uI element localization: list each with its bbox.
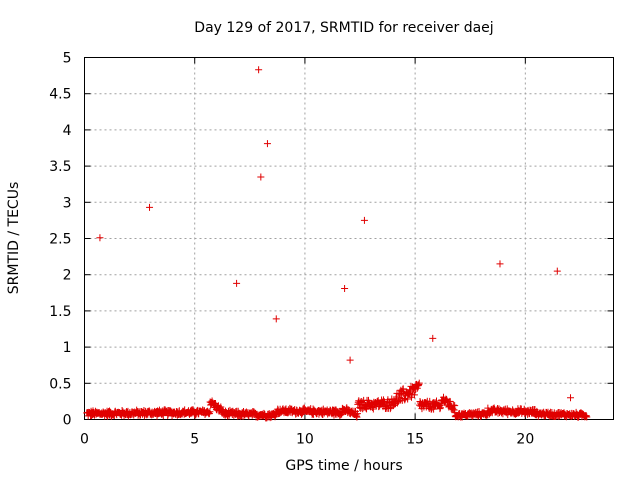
data-point [233, 279, 241, 287]
y-tick-label: 1 [63, 340, 72, 356]
y-tick-label: 0.5 [49, 376, 71, 392]
x-tick-label: 5 [190, 432, 199, 448]
y-tick-label: 5 [63, 51, 72, 67]
data-point [346, 356, 354, 364]
data-point [272, 315, 280, 323]
y-axis-label: SRMTID / TECUs [6, 182, 22, 295]
data-point [257, 173, 265, 181]
data-point [415, 379, 423, 387]
x-tick-label: 20 [516, 432, 534, 448]
axes-ticks: 0 0.5 1 1.5 2 2.5 3 3.5 4 4.5 5 0 5 10 15 20 [49, 51, 614, 448]
data-point [146, 203, 154, 211]
y-tick-label: 3 [63, 195, 72, 211]
data-point [369, 405, 377, 413]
x-tick-label: 10 [296, 432, 314, 448]
x-axis-label: GPS time / hours [285, 458, 402, 474]
data-point [553, 267, 561, 275]
data-point [496, 260, 504, 268]
y-tick-label: 4.5 [49, 87, 71, 103]
y-tick-label: 2.5 [49, 232, 71, 248]
data-point [567, 394, 575, 402]
y-tick-label: 3.5 [49, 159, 71, 175]
data-point [206, 408, 214, 416]
data-point [429, 334, 437, 342]
data-point [410, 391, 418, 399]
data-points [83, 66, 591, 422]
plot-frame [84, 57, 614, 420]
data-point [360, 216, 368, 224]
y-tick-label: 2 [63, 268, 72, 284]
data-point [353, 410, 361, 418]
data-point [255, 66, 263, 74]
data-point [341, 284, 349, 292]
grid [84, 57, 614, 420]
y-tick-label: 1.5 [49, 304, 71, 320]
y-tick-label: 0 [63, 413, 72, 429]
data-point [451, 402, 459, 410]
data-point [96, 234, 104, 242]
chart-title: Day 129 of 2017, SRMTID for receiver dae… [194, 20, 493, 36]
x-tick-label: 0 [80, 432, 89, 448]
data-point [583, 413, 591, 421]
x-tick-label: 15 [406, 432, 424, 448]
data-point [263, 140, 271, 148]
data-point [430, 405, 438, 413]
y-tick-label: 4 [63, 123, 72, 139]
